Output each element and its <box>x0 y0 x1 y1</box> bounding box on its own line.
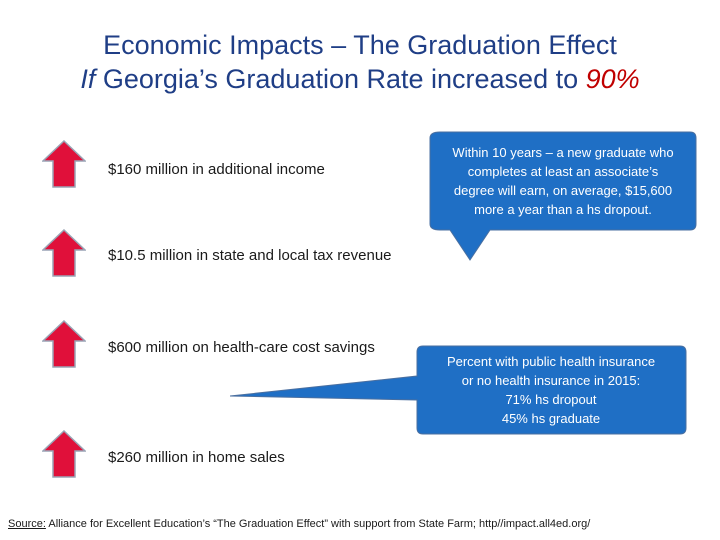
up-arrow-icon <box>42 320 86 368</box>
title-line-2-text: Georgia’s Graduation Rate increased to <box>95 64 586 94</box>
callout-bubble-health <box>230 345 687 435</box>
callout-bubble-earnings <box>429 131 697 261</box>
slide-title: Economic Impacts – The Graduation Effect… <box>0 28 720 96</box>
impact-tax-revenue: $10.5 million in state and local tax rev… <box>108 247 392 264</box>
title-if: If <box>80 64 96 94</box>
callout-earnings-text: Within 10 years – a new graduate who com… <box>452 145 674 217</box>
impact-income: $160 million in additional income <box>108 161 325 178</box>
up-arrow-icon <box>42 140 86 188</box>
title-line-2: If Georgia’s Graduation Rate increased t… <box>0 62 720 96</box>
callout-health-text: Percent with public health insurance or … <box>446 354 656 426</box>
title-line-1: Economic Impacts – The Graduation Effect <box>103 30 617 60</box>
title-accent-rate: 90% <box>585 64 640 94</box>
impact-home-sales: $260 million in home sales <box>108 449 285 466</box>
source-citation: Source: Alliance for Excellent Education… <box>8 518 590 530</box>
impact-health-savings: $600 million on health-care cost savings <box>108 339 375 356</box>
up-arrow-icon <box>42 229 86 277</box>
source-text: Alliance for Excellent Education’s “The … <box>45 518 591 530</box>
up-arrow-icon <box>42 430 86 478</box>
source-label: Source: <box>8 518 46 530</box>
